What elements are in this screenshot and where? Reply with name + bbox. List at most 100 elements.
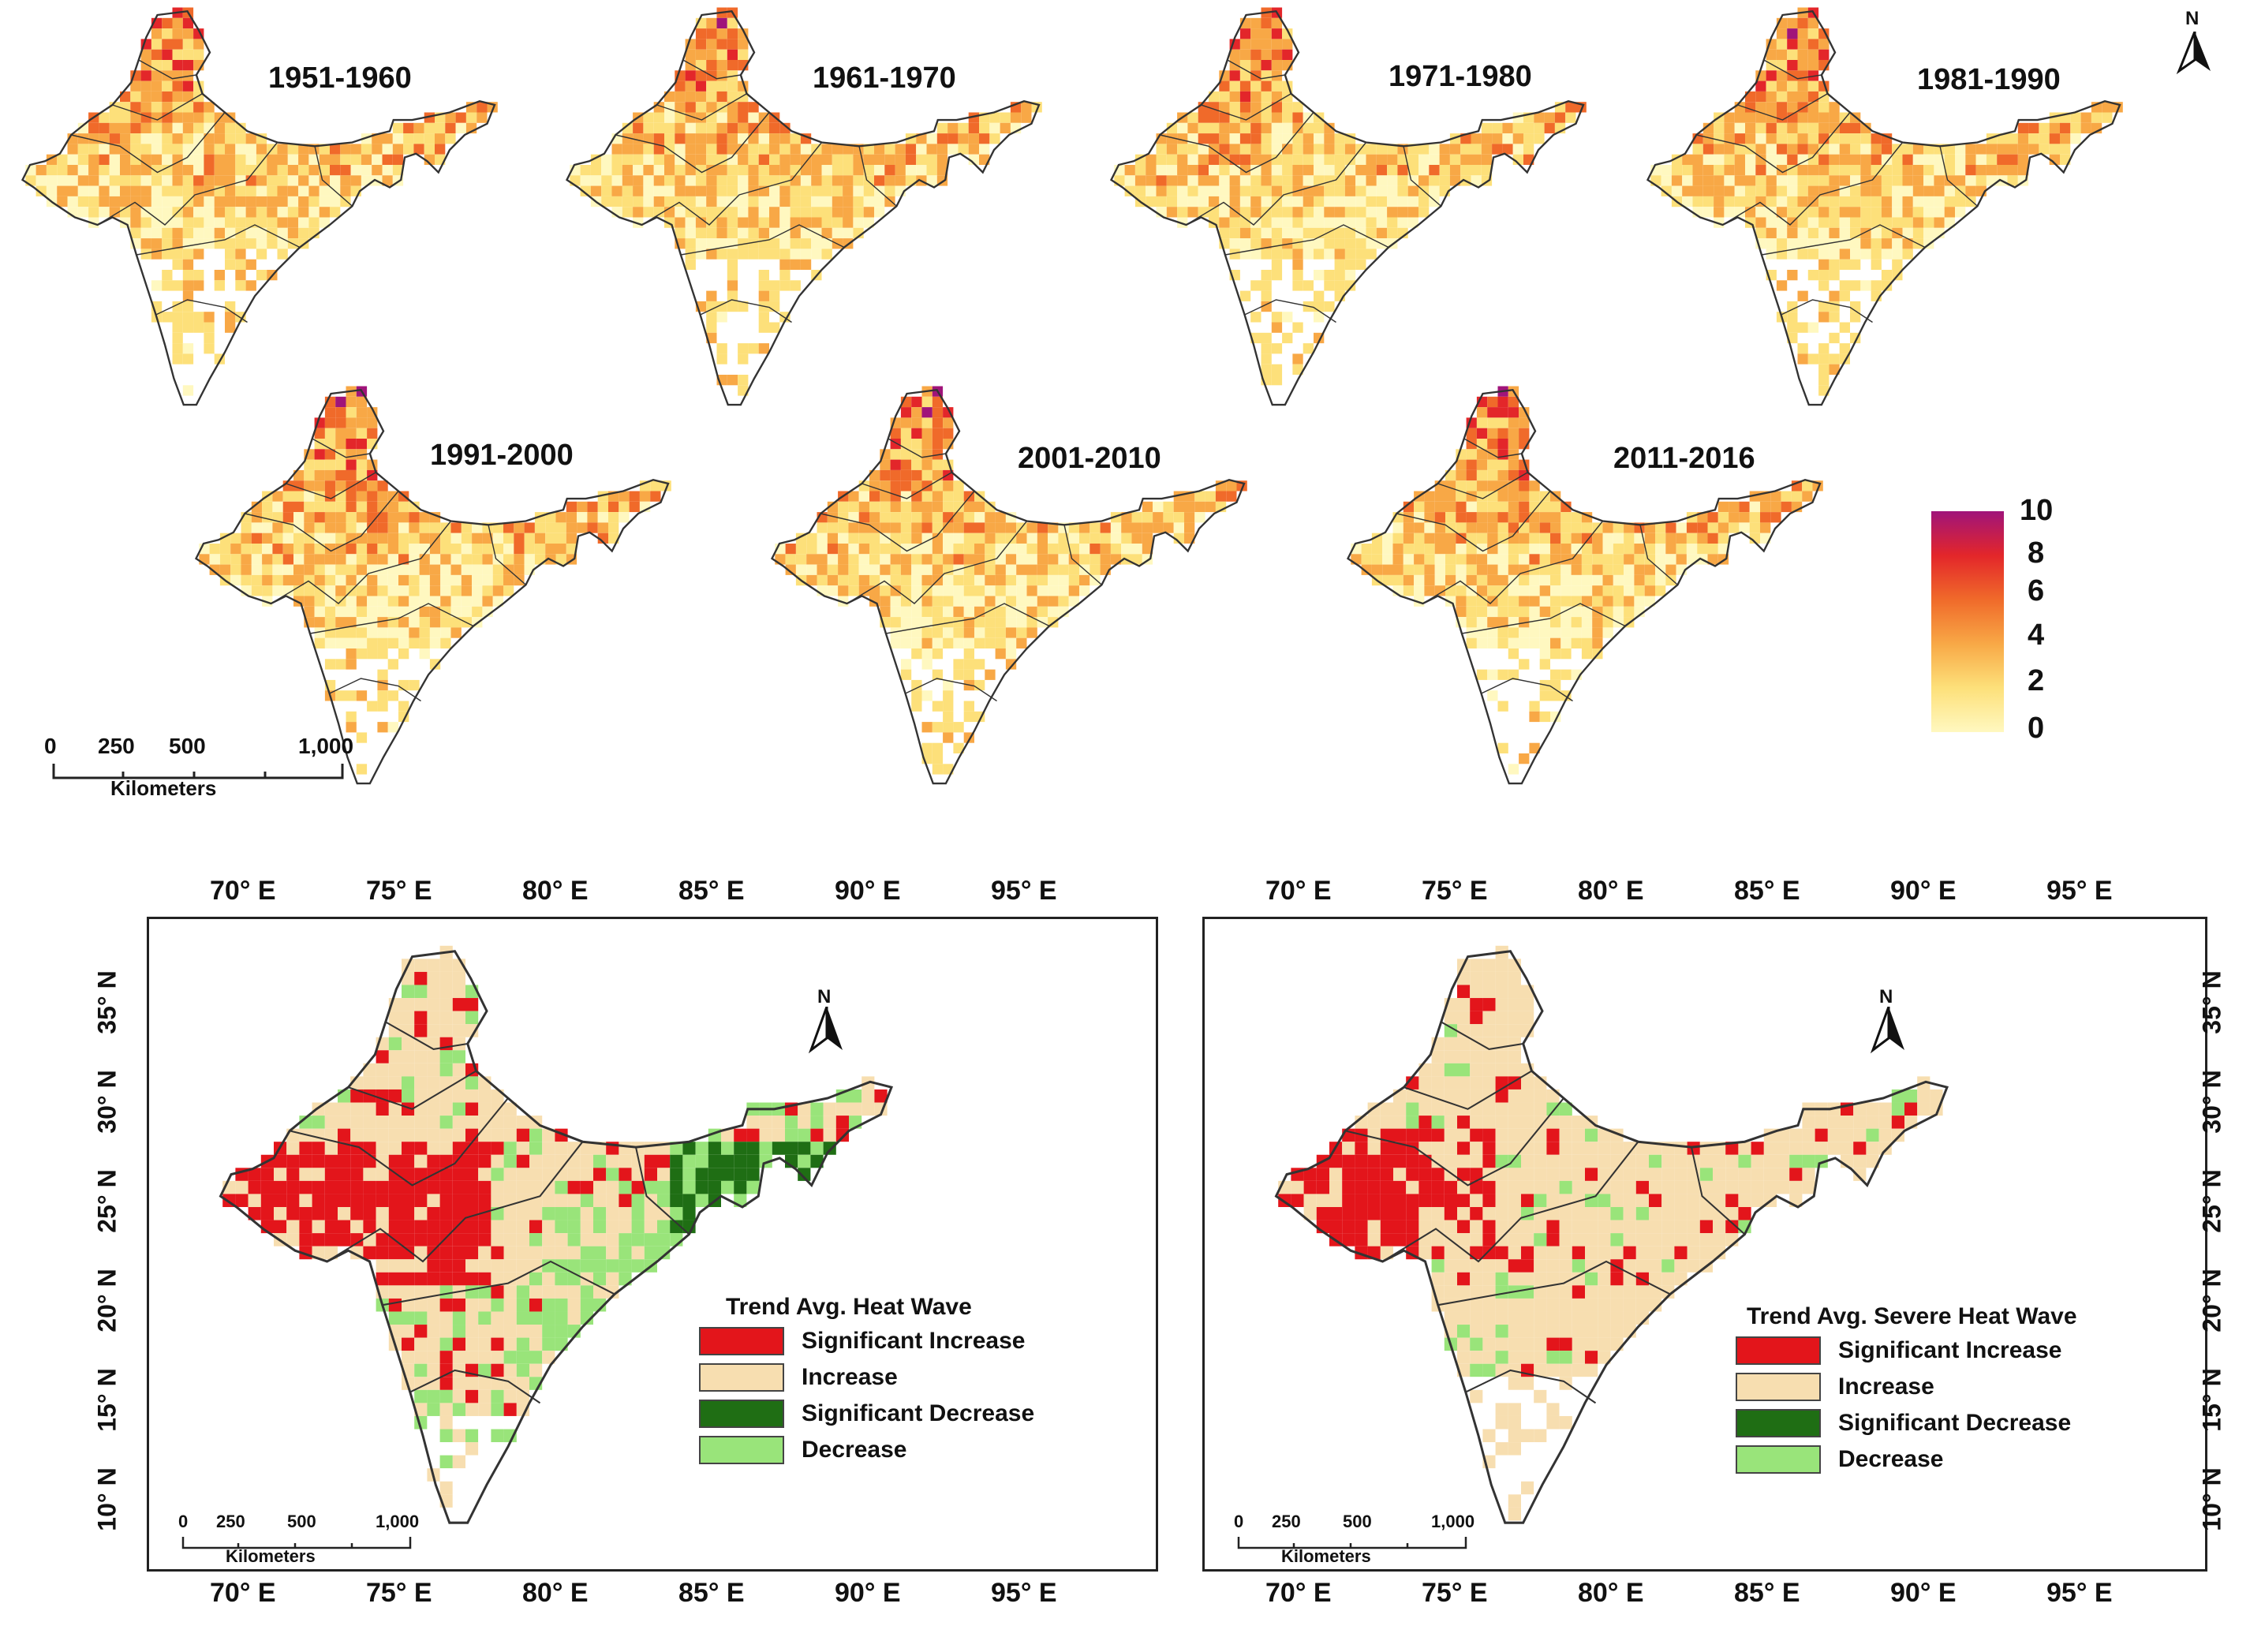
scale-tick: 1,000	[376, 1512, 420, 1531]
colorbar-tick: 8	[2028, 536, 2045, 570]
north-arrow-top: N	[2171, 8, 2218, 75]
longitude-label: 80° E	[522, 876, 589, 906]
scale-tick: 500	[1343, 1512, 1372, 1531]
decade-title: 2011-2016	[1613, 442, 1755, 475]
legend-label: Decrease	[802, 1437, 907, 1463]
decade-map-1991-2000	[195, 386, 671, 785]
scale-tick: 250	[1272, 1512, 1301, 1531]
latitude-label: 30° N	[2197, 1070, 2226, 1134]
longitude-label: 95° E	[2046, 1578, 2113, 1608]
latitude-label: 35° N	[2197, 970, 2226, 1034]
colorbar-tick: 6	[2028, 574, 2045, 607]
latitude-label: 15° N	[92, 1368, 121, 1432]
legend-item: Significant Increase	[1736, 1336, 2061, 1365]
longitude-label: 85° E	[678, 1578, 745, 1608]
longitude-label: 75° E	[1422, 1578, 1488, 1608]
scale-unit: Kilometers	[110, 776, 217, 800]
longitude-label: 70° E	[1265, 1578, 1332, 1608]
north-label: N	[1879, 986, 1893, 1007]
longitude-label: 75° E	[1422, 876, 1488, 906]
scale-tick: 500	[287, 1512, 316, 1531]
latitude-label: 20° N	[92, 1269, 121, 1332]
decade-map-1981-1990	[1646, 7, 2123, 406]
longitude-label: 70° E	[1265, 876, 1332, 906]
decade-title: 2001-2010	[1018, 442, 1161, 475]
longitude-label: 85° E	[1734, 876, 1800, 906]
scale-bar-line	[1237, 1537, 1467, 1549]
legend-item: Significant Decrease	[1736, 1409, 2071, 1437]
legend-title: Trend Avg. Severe Heat Wave	[1747, 1303, 2077, 1329]
north-arrow-icon	[808, 1007, 843, 1054]
legend-swatch	[1736, 1409, 1821, 1437]
longitude-label: 90° E	[835, 876, 901, 906]
north-label: N	[817, 986, 832, 1007]
scale-tick: 1,000	[298, 734, 354, 758]
trend-map-grid	[219, 945, 893, 1524]
decade-map-2001-2010	[771, 386, 1247, 785]
longitude-label: 80° E	[1578, 876, 1644, 906]
scale-unit: Kilometers	[226, 1546, 316, 1566]
longitude-label: 75° E	[366, 876, 432, 906]
decade-map-1951-1960	[21, 7, 498, 406]
scale-bar-line	[52, 764, 344, 779]
latitude-label: 25° N	[92, 1169, 121, 1233]
legend-swatch	[1736, 1336, 1821, 1365]
north-arrow-icon	[2176, 32, 2211, 75]
legend-label: Significant Increase	[802, 1328, 1026, 1354]
scale-tick: 0	[44, 734, 57, 758]
trend-map-grid	[1274, 945, 1949, 1524]
legend-item: Significant Decrease	[699, 1400, 1034, 1428]
legend-label: Significant Decrease	[802, 1400, 1035, 1426]
decade-title: 1951-1960	[268, 62, 412, 95]
legend-swatch	[699, 1436, 784, 1464]
latitude-label: 30° N	[92, 1070, 121, 1134]
legend-label: Significant Decrease	[1838, 1410, 2072, 1436]
longitude-label: 95° E	[2046, 876, 2113, 906]
decade-title: 1981-1990	[1917, 63, 2061, 96]
scale-tick: 250	[216, 1512, 245, 1531]
legend-swatch	[1736, 1373, 1821, 1401]
scale-tick: 1,000	[1431, 1512, 1475, 1531]
scale-unit: Kilometers	[1281, 1546, 1371, 1566]
longitude-label: 90° E	[835, 1578, 901, 1608]
longitude-label: 85° E	[678, 876, 745, 906]
decade-title: 1961-1970	[813, 62, 956, 95]
colorbar-tick: 10	[2020, 494, 2054, 527]
decade-map-2011-2016	[1347, 386, 1823, 785]
latitude-label: 15° N	[2197, 1368, 2226, 1432]
legend-item: Decrease	[1736, 1445, 1943, 1474]
colorbar	[1931, 511, 2004, 732]
legend-swatch	[699, 1327, 784, 1355]
scale-tick: 500	[169, 734, 206, 758]
legend-label: Decrease	[1838, 1446, 1944, 1472]
longitude-label: 90° E	[1890, 1578, 1957, 1608]
decade-map-1971-1980	[1110, 7, 1587, 406]
latitude-label: 25° N	[2197, 1169, 2226, 1233]
longitude-label: 75° E	[366, 1578, 432, 1608]
latitude-label: 10° N	[92, 1467, 121, 1531]
legend-swatch	[1736, 1445, 1821, 1474]
longitude-label: 85° E	[1734, 1578, 1800, 1608]
latitude-label: 35° N	[92, 970, 121, 1034]
legend-label: Increase	[1838, 1374, 1934, 1400]
scale-bar-line	[181, 1537, 412, 1549]
latitude-label: 20° N	[2197, 1269, 2226, 1332]
scale-tick: 250	[98, 734, 135, 758]
colorbar-tick: 2	[2028, 664, 2045, 697]
legend-label: Significant Increase	[1838, 1337, 2062, 1363]
longitude-label: 70° E	[210, 876, 276, 906]
longitude-label: 90° E	[1890, 876, 1957, 906]
longitude-label: 70° E	[210, 1578, 276, 1608]
decade-map-1961-1970	[566, 7, 1042, 406]
north-arrow-icon	[1870, 1007, 1904, 1054]
longitude-label: 95° E	[991, 1578, 1057, 1608]
legend-label: Increase	[802, 1364, 898, 1390]
colorbar-tick: 4	[2028, 619, 2045, 652]
scale-tick: 0	[1234, 1512, 1244, 1531]
legend-item: Significant Increase	[699, 1327, 1025, 1355]
legend-item: Increase	[1736, 1373, 1934, 1401]
longitude-label: 95° E	[991, 876, 1057, 906]
colorbar-tick: 0	[2028, 712, 2045, 745]
scale-tick: 0	[178, 1512, 189, 1531]
latitude-label: 10° N	[2197, 1467, 2226, 1531]
